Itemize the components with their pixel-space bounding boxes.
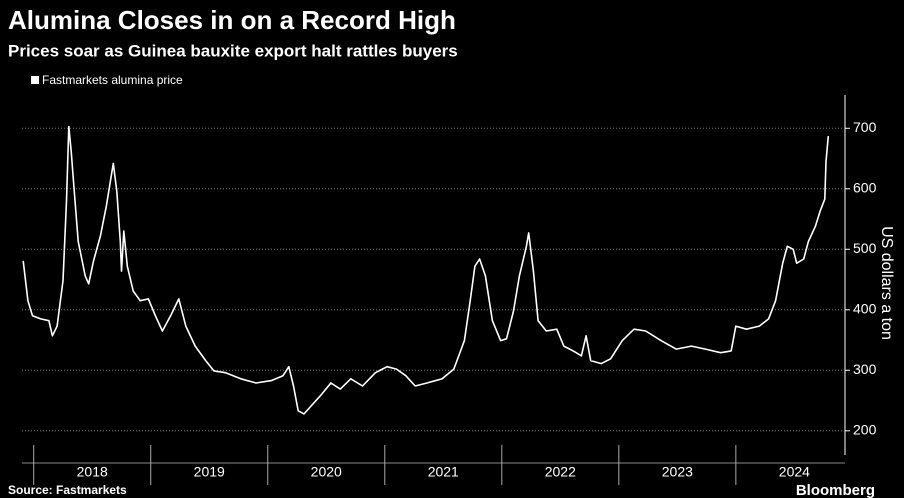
x-tick-label: 2024	[779, 464, 810, 480]
y-tick-label: 300	[853, 361, 877, 377]
price-line	[22, 125, 830, 415]
y-tick-label: 400	[853, 300, 877, 316]
y-tick-label: 600	[853, 179, 877, 195]
chart-title: Alumina Closes in on a Record High	[8, 5, 456, 35]
y-tick-label: 200	[853, 422, 877, 438]
legend-swatch	[31, 76, 39, 84]
y-tick-label: 500	[853, 240, 877, 256]
source: Source: Fastmarkets	[8, 483, 127, 497]
x-tick-label: 2023	[662, 464, 693, 480]
x-tick-label: 2021	[428, 464, 459, 480]
y-axis-label: US dollars a ton	[878, 226, 895, 340]
chart-subtitle: Prices soar as Guinea bauxite export hal…	[8, 41, 458, 60]
x-tick-label: 2018	[77, 464, 108, 480]
brand: Bloomberg	[796, 482, 875, 498]
y-tick-label: 700	[853, 119, 877, 135]
legend-label: Fastmarkets alumina price	[42, 73, 183, 87]
x-tick-label: 2019	[194, 464, 225, 480]
x-tick-label: 2020	[311, 464, 342, 480]
x-tick-label: 2022	[545, 464, 576, 480]
